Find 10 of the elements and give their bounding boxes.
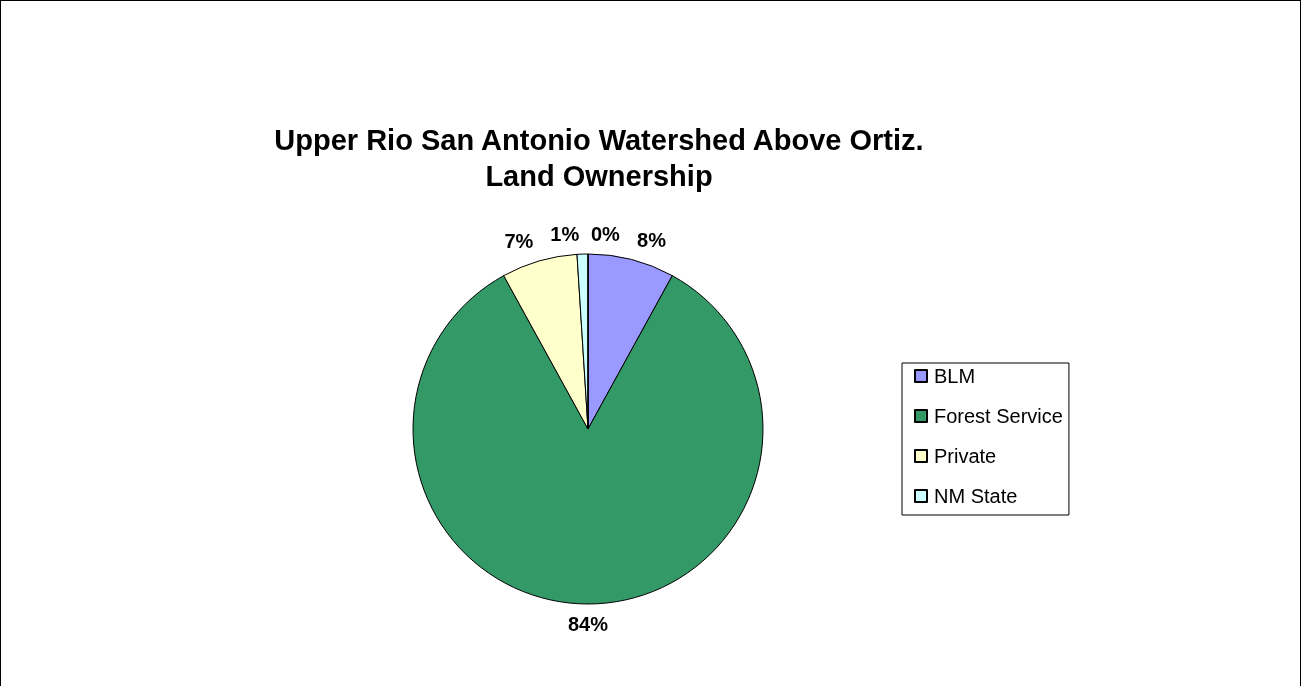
data-label: 1%	[550, 223, 580, 246]
legend-label: NM State	[934, 485, 1018, 507]
chart-title: Upper Rio San Antonio Watershed Above Ortiz. Land Ownership	[273, 123, 925, 194]
text: 0%	[591, 223, 620, 245]
legend-label: Forest Service	[934, 405, 1063, 427]
data-label: 84%	[567, 613, 609, 635]
data-label: 8%	[637, 228, 667, 251]
data-label: 7%	[504, 230, 534, 253]
legend-label: Private	[934, 445, 997, 467]
legend-label: BLM	[934, 365, 976, 387]
